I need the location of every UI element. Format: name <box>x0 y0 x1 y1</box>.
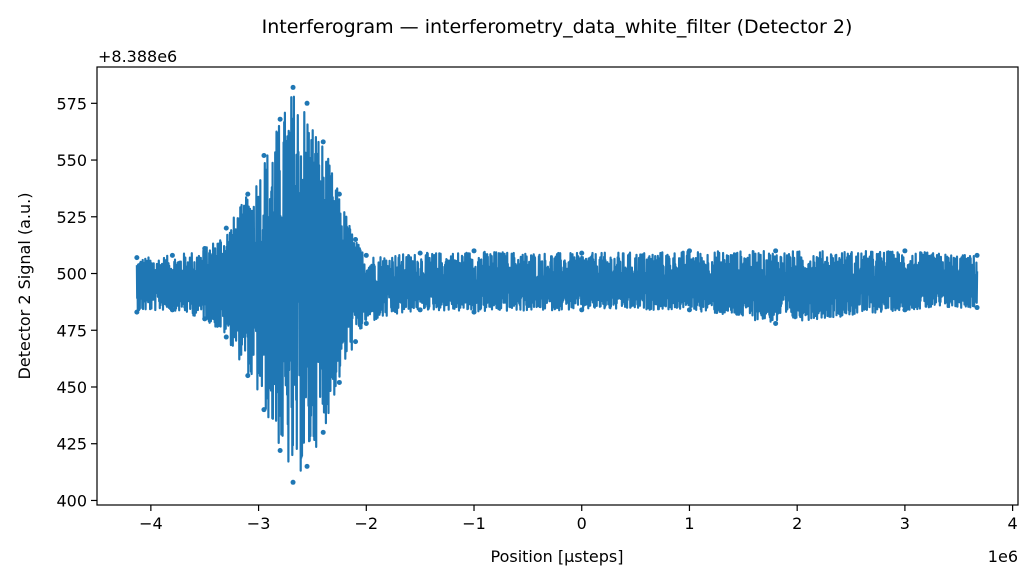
envelope-max-point <box>417 250 423 256</box>
x-offset-label: 1e6 <box>988 547 1018 566</box>
envelope-min-point <box>471 309 477 315</box>
y-tick-label: 525 <box>56 208 87 227</box>
x-axis: −4 −3 −2 −1 0 1 2 3 4 <box>139 505 1018 533</box>
envelope-min-point <box>686 307 692 313</box>
y-offset-label: +8.388e6 <box>98 47 177 66</box>
envelope-max-point <box>686 248 692 254</box>
envelope-max-point <box>277 116 283 122</box>
envelope-max-point <box>304 100 310 106</box>
envelope-max-point <box>169 252 175 258</box>
y-tick-label: 475 <box>56 321 87 340</box>
envelope-min-point <box>353 339 359 345</box>
envelope-min-point <box>277 448 283 454</box>
x-tick-label: −2 <box>355 514 379 533</box>
envelope-min-point <box>169 307 175 313</box>
envelope-min-point <box>773 320 779 326</box>
x-tick-label: 2 <box>792 514 802 533</box>
x-tick-label: −3 <box>247 514 271 533</box>
envelope-min-point <box>417 307 423 313</box>
envelope-min-point <box>974 305 980 311</box>
chart-title: Interferogram — interferometry_data_whit… <box>262 16 853 38</box>
envelope-min-point <box>320 429 326 435</box>
envelope-max-point <box>579 250 585 256</box>
envelope-min-point <box>245 373 251 379</box>
envelope-max-point <box>245 191 251 197</box>
envelope-max-point <box>471 248 477 254</box>
series-line <box>135 95 979 472</box>
x-tick-label: 1 <box>684 514 694 533</box>
envelope-max-point <box>290 84 296 90</box>
x-tick-label: −4 <box>139 514 163 533</box>
envelope-max-point <box>202 246 208 252</box>
envelope-min-point <box>261 407 267 413</box>
x-tick-label: −1 <box>462 514 486 533</box>
envelope-min-point <box>336 379 342 385</box>
y-tick-label: 425 <box>56 435 87 454</box>
envelope-min-point <box>902 307 908 313</box>
envelope-min-point <box>134 309 140 315</box>
x-tick-label: 3 <box>900 514 910 533</box>
envelope-min-point <box>202 316 208 322</box>
envelope-max-point <box>320 139 326 145</box>
envelope-max-point <box>336 191 342 197</box>
y-axis: 400 425 450 475 500 525 550 575 <box>56 94 97 510</box>
y-tick-label: 450 <box>56 378 87 397</box>
x-tick-label: 0 <box>577 514 587 533</box>
envelope-min-point <box>579 307 585 313</box>
axes-frame <box>96 66 1019 506</box>
envelope-max-point <box>353 236 359 242</box>
plot-area <box>134 84 980 485</box>
envelope-min-point <box>290 479 296 485</box>
envelope-max-point <box>363 252 369 258</box>
envelope-max-point <box>261 153 267 159</box>
y-tick-label: 500 <box>56 265 87 284</box>
envelope-min-point <box>223 334 229 340</box>
x-axis-label: Position [µsteps] <box>491 547 624 566</box>
x-tick-label: 4 <box>1008 514 1018 533</box>
y-tick-label: 550 <box>56 151 87 170</box>
envelope-min-point <box>363 320 369 326</box>
envelope-max-point <box>773 248 779 254</box>
y-tick-label: 400 <box>56 491 87 510</box>
y-axis-label: Detector 2 Signal (a.u.) <box>15 193 34 380</box>
envelope-max-point <box>223 225 229 231</box>
envelope-max-point <box>902 248 908 254</box>
y-tick-label: 575 <box>56 94 87 113</box>
envelope-min-point <box>304 463 310 469</box>
envelope-max-point <box>974 252 980 258</box>
envelope-max-point <box>134 255 140 261</box>
